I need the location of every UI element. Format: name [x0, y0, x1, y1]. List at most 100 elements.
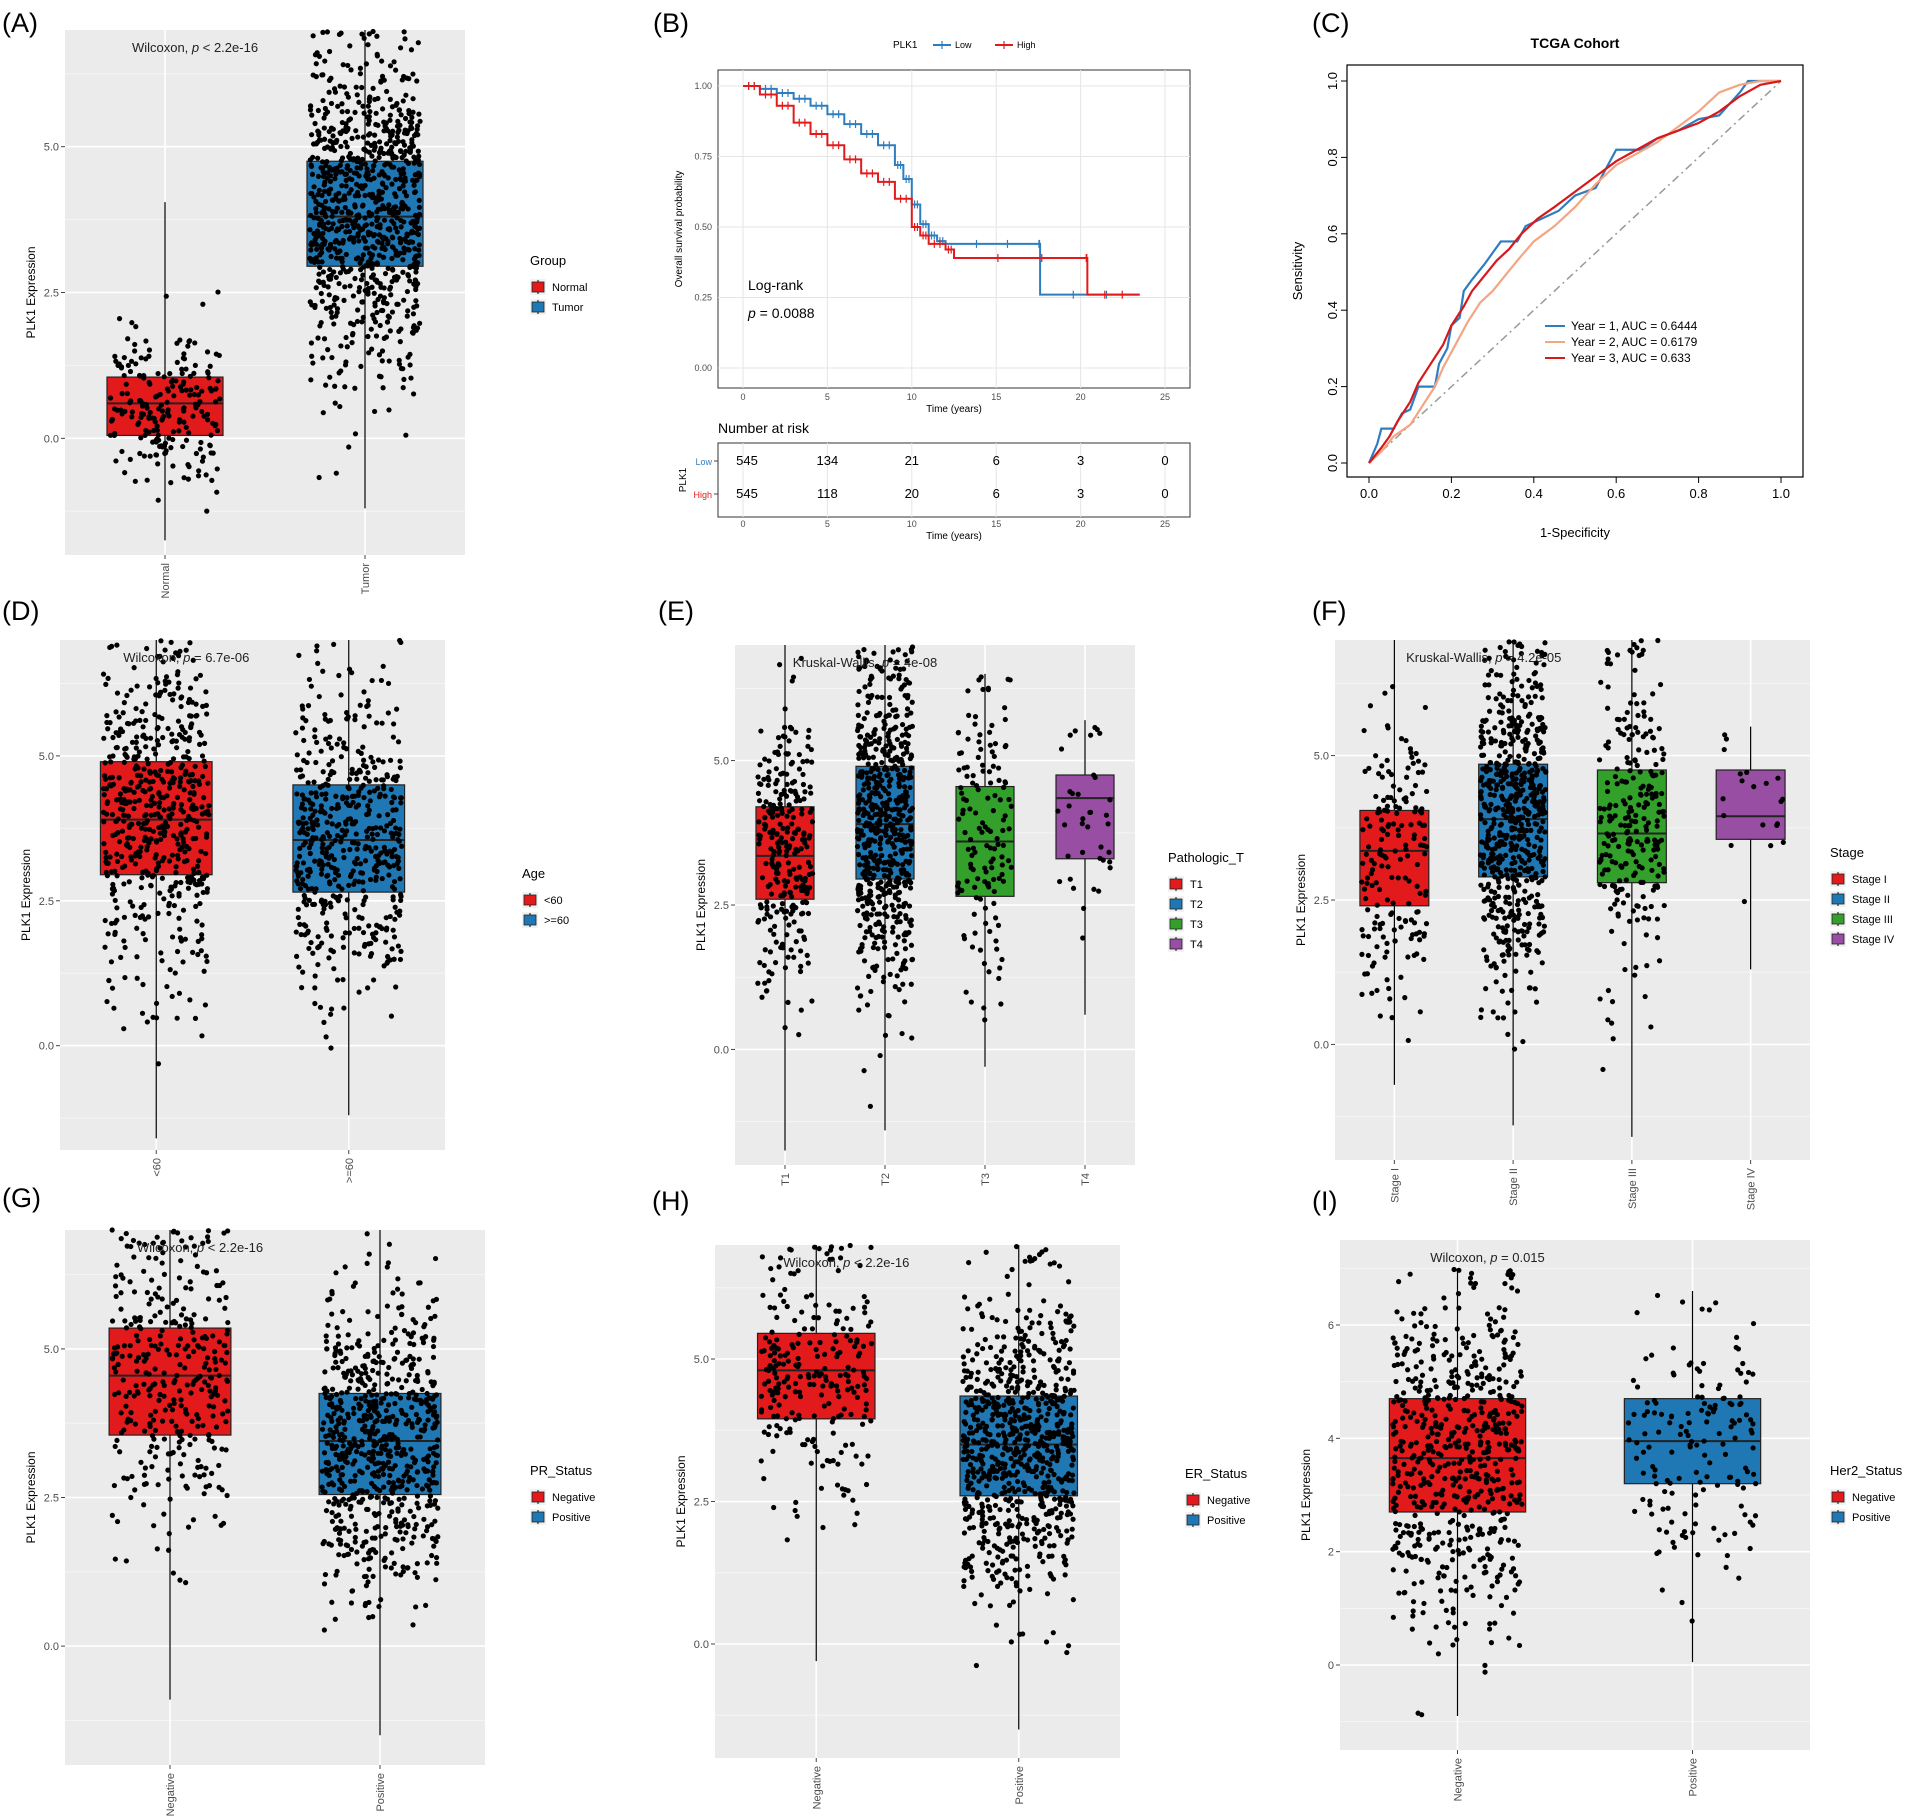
data-point — [103, 786, 110, 792]
data-point — [968, 836, 974, 843]
data-point — [1534, 737, 1540, 743]
data-point — [870, 865, 877, 871]
data-point — [1488, 740, 1494, 746]
data-point — [173, 1297, 180, 1303]
data-point — [982, 1017, 988, 1023]
data-point — [981, 960, 988, 967]
data-point — [1637, 769, 1643, 775]
data-point — [194, 863, 201, 869]
data-point — [374, 261, 381, 267]
data-point — [370, 977, 377, 983]
data-point — [203, 472, 209, 478]
data-point — [381, 295, 387, 301]
data-point — [379, 876, 385, 882]
data-point — [132, 1421, 139, 1427]
data-point — [1636, 802, 1642, 808]
data-point — [906, 903, 913, 909]
data-point — [152, 1427, 159, 1434]
data-point — [118, 407, 124, 413]
data-point — [366, 778, 372, 784]
data-point — [1412, 782, 1419, 789]
data-point — [318, 137, 324, 143]
km-y-tick-label: 0.75 — [694, 152, 712, 162]
data-point — [856, 755, 862, 761]
data-point — [776, 844, 782, 850]
data-point — [183, 647, 189, 653]
data-point — [133, 763, 140, 769]
data-point — [878, 835, 884, 841]
data-point — [127, 1353, 133, 1359]
data-point — [796, 766, 803, 772]
data-point — [102, 944, 108, 950]
data-point — [961, 765, 967, 771]
data-point — [1601, 883, 1608, 890]
data-point — [755, 919, 761, 925]
data-point — [1389, 910, 1395, 916]
data-point — [773, 939, 779, 945]
data-point — [888, 776, 894, 782]
data-point — [1535, 767, 1541, 773]
data-point — [203, 953, 209, 959]
data-point — [1478, 812, 1484, 818]
data-point — [368, 274, 375, 280]
data-point — [105, 931, 111, 937]
data-point — [1610, 1036, 1616, 1042]
data-point — [892, 984, 898, 990]
data-point — [310, 834, 316, 841]
data-point — [306, 750, 312, 756]
data-point — [336, 240, 342, 246]
data-point — [761, 821, 768, 828]
data-point — [883, 806, 890, 812]
data-point — [857, 922, 863, 929]
data-point — [867, 676, 874, 683]
data-point — [316, 693, 322, 700]
data-point — [1490, 900, 1496, 907]
data-point — [766, 969, 772, 975]
data-point — [167, 760, 173, 766]
data-point — [317, 221, 323, 227]
data-point — [855, 908, 861, 914]
data-point — [180, 443, 186, 450]
data-point — [387, 117, 393, 123]
data-point — [1505, 1031, 1511, 1037]
data-point — [1424, 788, 1430, 795]
data-point — [1526, 857, 1532, 863]
data-point — [1542, 640, 1548, 646]
data-point — [114, 744, 120, 751]
risk-x-tick-label: 25 — [1160, 519, 1170, 529]
data-point — [1486, 682, 1492, 688]
data-point — [986, 729, 993, 735]
data-point — [170, 429, 177, 435]
data-point — [885, 956, 891, 963]
data-point — [374, 309, 380, 316]
data-point — [123, 800, 129, 807]
data-point — [156, 804, 162, 810]
data-point — [153, 839, 160, 845]
data-point — [200, 773, 206, 780]
data-point — [321, 1019, 327, 1025]
risk-x-tick-label: 15 — [991, 519, 1001, 529]
data-point — [190, 949, 196, 955]
risk-value: 118 — [817, 486, 838, 501]
data-point — [862, 663, 868, 669]
data-point — [377, 190, 383, 196]
data-point — [870, 754, 876, 760]
data-point — [161, 1511, 167, 1517]
data-point — [767, 914, 774, 920]
y-tick-label: 0.0 — [44, 433, 59, 445]
data-point — [114, 917, 120, 923]
data-point — [861, 715, 867, 722]
data-point — [183, 366, 189, 372]
stat-p-symbol: p — [1494, 650, 1502, 665]
data-point — [339, 259, 345, 265]
data-point — [336, 280, 342, 287]
data-point — [773, 789, 779, 795]
y-axis-label: PLK1 Expression — [19, 849, 33, 941]
data-point — [894, 820, 901, 826]
data-point — [1741, 898, 1747, 905]
data-point — [1481, 865, 1487, 871]
data-point — [307, 227, 313, 233]
data-point — [183, 387, 189, 393]
data-point — [890, 907, 897, 913]
data-point — [1423, 888, 1429, 894]
